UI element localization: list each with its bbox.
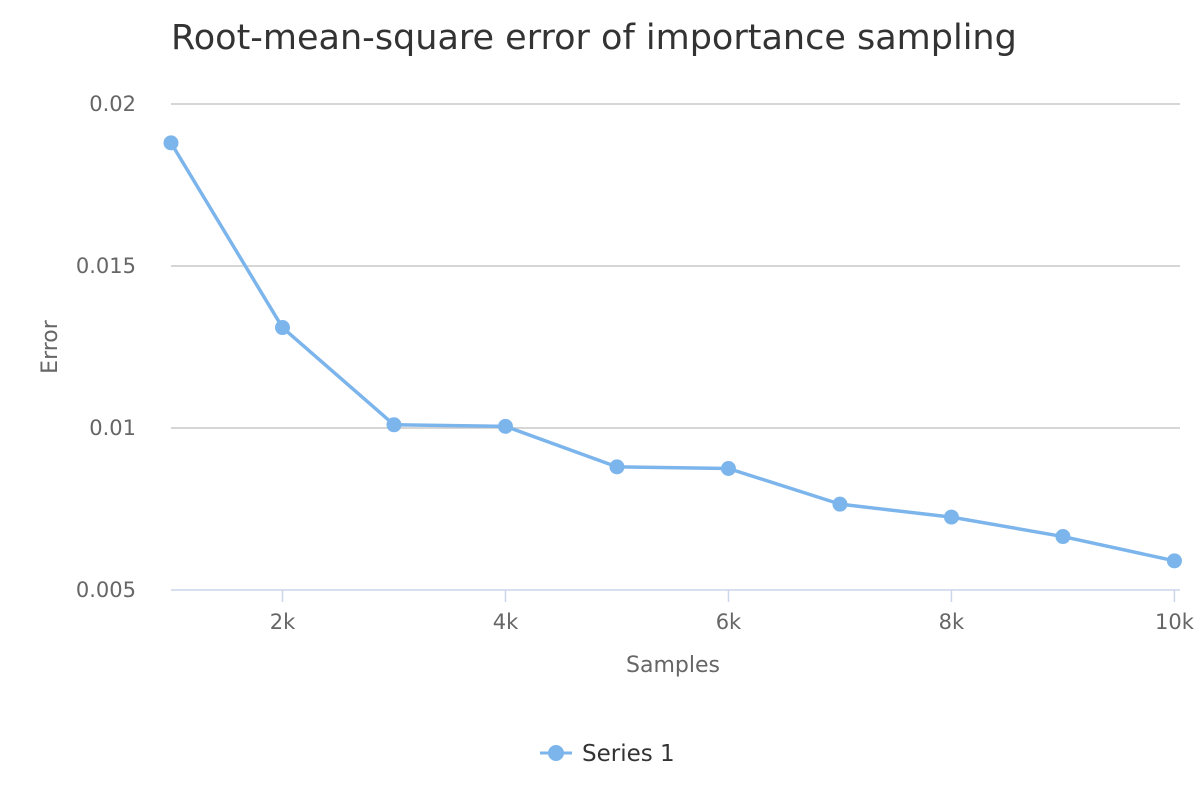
- data-point[interactable]: [943, 509, 959, 525]
- y-tick-label: 0.015: [76, 254, 136, 278]
- data-point[interactable]: [1166, 553, 1182, 569]
- legend-marker-icon: [548, 745, 564, 761]
- grid-lines: [171, 103, 1180, 429]
- data-point[interactable]: [386, 417, 402, 433]
- data-point[interactable]: [832, 496, 848, 512]
- legend-item-series-1[interactable]: Series 1: [582, 741, 675, 767]
- x-tick-label: 2k: [270, 610, 296, 634]
- data-point[interactable]: [720, 461, 736, 476]
- y-tick-label: 0.01: [89, 416, 136, 440]
- data-point[interactable]: [1055, 529, 1071, 545]
- y-axis-title: Error: [38, 319, 63, 374]
- x-axis-title: Samples: [626, 653, 720, 678]
- data-point[interactable]: [609, 459, 625, 475]
- x-tick-label: 6k: [716, 610, 742, 634]
- y-axis-ticks: 0.005 0.01 0.015 0.02: [76, 92, 136, 602]
- data-point[interactable]: [274, 320, 290, 336]
- data-point[interactable]: [163, 135, 179, 151]
- x-axis-ticks: 2k 4k 6k 8k 10k: [270, 590, 1195, 634]
- x-tick-label: 4k: [493, 610, 519, 634]
- x-tick-label: 10k: [1155, 610, 1195, 634]
- legend[interactable]: Series 1: [540, 741, 675, 767]
- y-tick-label: 0.005: [76, 578, 136, 602]
- data-point[interactable]: [497, 418, 513, 434]
- y-tick-label: 0.02: [89, 92, 136, 116]
- x-tick-label: 8k: [939, 610, 965, 634]
- series-line: [169, 141, 1177, 563]
- series-1: [163, 135, 1182, 569]
- chart-title: Root-mean-square error of importance sam…: [171, 18, 1017, 58]
